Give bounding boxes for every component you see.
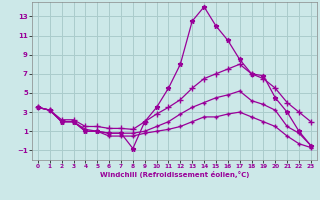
X-axis label: Windchill (Refroidissement éolien,°C): Windchill (Refroidissement éolien,°C) xyxy=(100,171,249,178)
